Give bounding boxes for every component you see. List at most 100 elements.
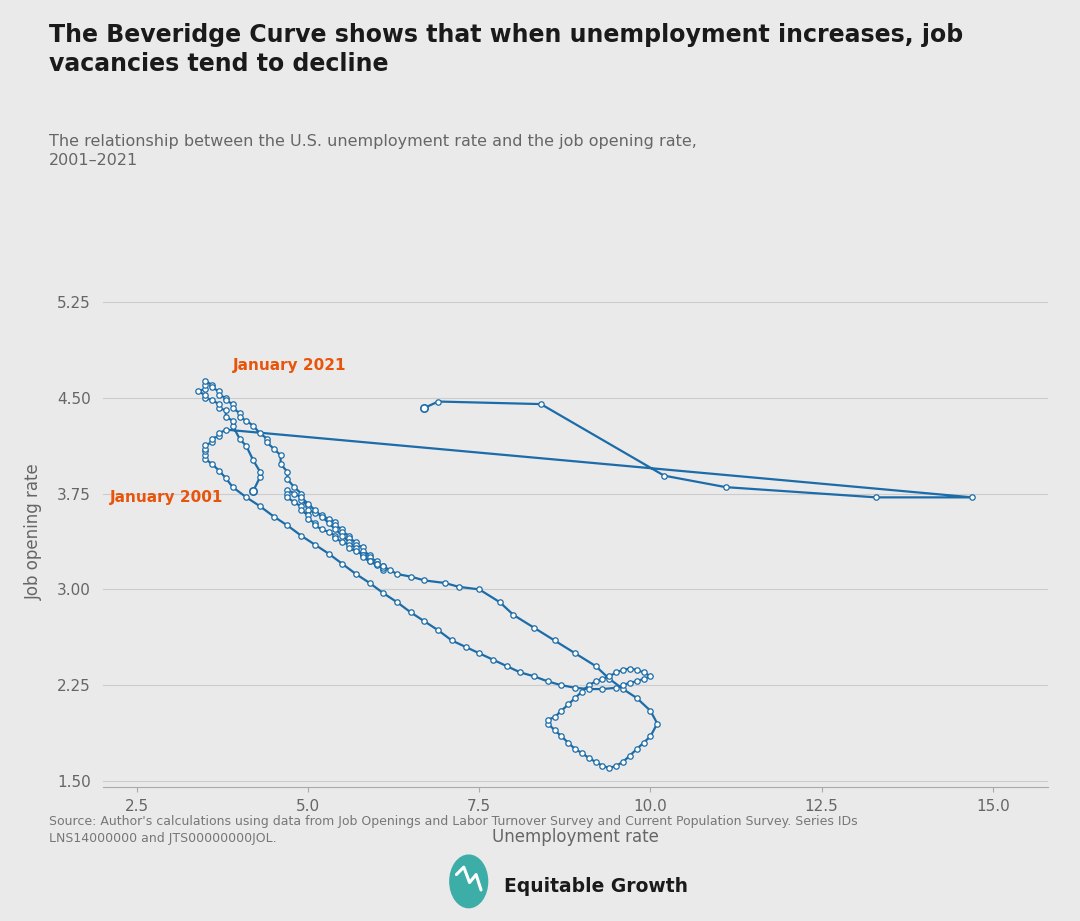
Point	[559, 735, 577, 750]
Point	[211, 384, 228, 399]
Point	[203, 393, 220, 408]
Y-axis label: Job opening rate: Job opening rate	[25, 463, 43, 600]
Point	[211, 401, 228, 415]
Point	[629, 691, 646, 705]
Point	[224, 418, 241, 433]
Point	[573, 684, 591, 699]
Point	[594, 671, 611, 686]
Text: January 2001: January 2001	[109, 490, 222, 505]
Point	[621, 675, 638, 690]
Point	[348, 566, 365, 581]
Point	[238, 439, 255, 454]
Point	[588, 674, 605, 689]
Point	[231, 431, 248, 446]
Text: Equitable Growth: Equitable Growth	[504, 877, 688, 895]
Point	[559, 697, 577, 712]
Point	[299, 503, 316, 518]
Point	[354, 540, 372, 554]
Point	[286, 486, 303, 501]
Point	[594, 682, 611, 696]
Point	[252, 464, 269, 479]
Point	[608, 681, 625, 695]
Point	[615, 754, 632, 769]
Point	[635, 671, 652, 686]
Point	[491, 595, 509, 610]
Text: Source: Author's calculations using data from Job Openings and Labor Turnover Su: Source: Author's calculations using data…	[49, 815, 858, 845]
Point	[368, 554, 386, 568]
Point	[375, 563, 392, 577]
Point	[320, 524, 337, 539]
Point	[375, 560, 392, 575]
Point	[539, 712, 556, 727]
Point	[430, 394, 447, 409]
Point	[299, 496, 316, 511]
Point	[211, 463, 228, 478]
Point	[361, 576, 378, 590]
Point	[279, 519, 296, 533]
Point	[203, 435, 220, 449]
Point	[416, 573, 433, 588]
Circle shape	[450, 855, 487, 908]
Point	[615, 662, 632, 677]
Point	[354, 550, 372, 565]
Point	[504, 608, 522, 623]
Point	[334, 556, 351, 571]
Point	[224, 480, 241, 495]
Point	[334, 522, 351, 537]
Point	[327, 514, 345, 529]
Point	[258, 431, 275, 446]
Point	[608, 758, 625, 773]
Point	[258, 435, 275, 449]
Point	[348, 543, 365, 558]
Point	[361, 554, 378, 568]
Text: The relationship between the U.S. unemployment rate and the job opening rate,
20: The relationship between the U.S. unempl…	[49, 134, 697, 169]
Point	[594, 758, 611, 773]
Point	[197, 378, 214, 392]
Point	[629, 674, 646, 689]
Point	[266, 441, 283, 456]
Point	[532, 397, 550, 412]
Point	[553, 678, 570, 693]
Point	[313, 509, 330, 524]
Point	[348, 542, 365, 556]
Point	[293, 486, 310, 501]
Point	[299, 499, 316, 514]
Point	[197, 448, 214, 462]
Point	[334, 524, 351, 539]
Point	[717, 480, 734, 495]
Point	[354, 547, 372, 562]
Point	[361, 550, 378, 565]
Point	[450, 579, 468, 594]
Point	[279, 490, 296, 505]
Point	[416, 401, 433, 415]
Point	[567, 681, 584, 695]
X-axis label: Unemployment rate: Unemployment rate	[491, 828, 659, 846]
Point	[293, 490, 310, 505]
Point	[217, 393, 234, 408]
Point	[217, 422, 234, 437]
Point	[361, 547, 378, 562]
Point	[217, 391, 234, 405]
Point	[272, 448, 289, 462]
Point	[286, 495, 303, 510]
Point	[416, 614, 433, 629]
Point	[381, 563, 399, 577]
Point	[545, 723, 563, 738]
Point	[197, 374, 214, 389]
Point	[340, 542, 357, 556]
Point	[621, 748, 638, 763]
Point	[629, 662, 646, 677]
Point	[279, 472, 296, 487]
Point	[320, 512, 337, 527]
Point	[197, 444, 214, 459]
Point	[307, 519, 324, 533]
Point	[299, 512, 316, 527]
Point	[348, 535, 365, 550]
Point	[553, 729, 570, 744]
Point	[588, 659, 605, 673]
Point	[642, 729, 659, 744]
Point	[197, 437, 214, 452]
Point	[573, 746, 591, 761]
Point	[307, 537, 324, 552]
Point	[375, 559, 392, 574]
